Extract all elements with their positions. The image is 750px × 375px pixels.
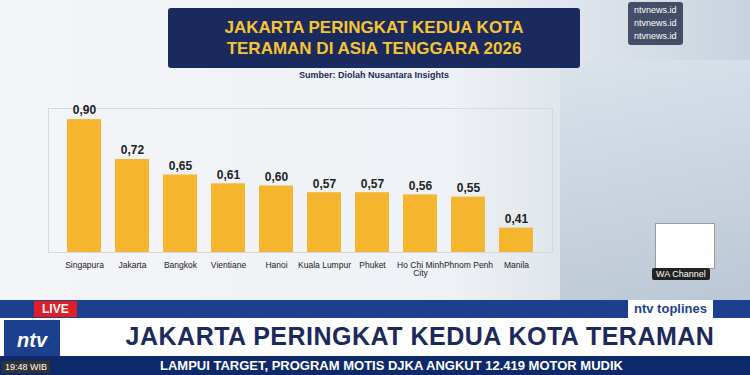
- svg-text:Phuket: Phuket: [359, 260, 386, 270]
- html-text:WA Channel: WA Channel: [656, 269, 706, 279]
- svg-text:Kuala Lumpur: Kuala Lumpur: [298, 260, 351, 270]
- html-text:ntv toplines: ntv toplines: [634, 301, 707, 316]
- svg-text:Vientiane: Vientiane: [211, 260, 247, 270]
- svg-text:Ho Chi MinhCity: Ho Chi MinhCity: [397, 260, 444, 279]
- svg-text:0,60: 0,60: [265, 170, 289, 184]
- svg-text:0,55: 0,55: [457, 181, 481, 195]
- svg-text:Phnom Penh: Phnom Penh: [444, 260, 493, 270]
- html-text:Sumber: Diolah Nusantara Insig: Sumber: Diolah Nusantara Insights: [299, 70, 449, 80]
- html-text:ntv: ntv: [17, 329, 47, 351]
- html-text:LIVE: LIVE: [42, 302, 69, 316]
- svg-text:0,72: 0,72: [121, 143, 145, 157]
- svg-text:Jakarta: Jakarta: [119, 260, 147, 270]
- svg-text:Bangkok: Bangkok: [164, 260, 198, 270]
- html-text:ntvnews.id: ntvnews.id: [634, 31, 677, 41]
- svg-text:Manila: Manila: [504, 260, 529, 270]
- html-text:JAKARTA PERINGKAT KEDUA KOTA T: JAKARTA PERINGKAT KEDUA KOTA TERAMAN: [125, 322, 715, 350]
- html-text:19:48 WIB: 19:48 WIB: [5, 362, 47, 372]
- svg-text:0,56: 0,56: [409, 179, 433, 193]
- svg-text:0,57: 0,57: [361, 177, 385, 191]
- svg-text:Singapura: Singapura: [65, 260, 104, 270]
- html-text:ntvnews.id: ntvnews.id: [634, 18, 677, 28]
- svg-text:0,61: 0,61: [217, 168, 241, 182]
- svg-text:0,65: 0,65: [169, 159, 193, 173]
- svg-text:Hanoi: Hanoi: [265, 260, 287, 270]
- html-text:ntvnews.id: ntvnews.id: [634, 5, 677, 15]
- html-text:LAMPUI TARGET, PROGRAM MOTIS D: LAMPUI TARGET, PROGRAM MOTIS DJKA ANGKUT…: [160, 358, 623, 373]
- svg-text:0,90: 0,90: [73, 103, 97, 117]
- html-text:JAKARTA PERINGKAT KEDUA KOTA T: JAKARTA PERINGKAT KEDUA KOTA TERAMAN DI …: [224, 18, 524, 58]
- svg-text:0,41: 0,41: [505, 212, 529, 226]
- svg-text:0,57: 0,57: [313, 177, 337, 191]
